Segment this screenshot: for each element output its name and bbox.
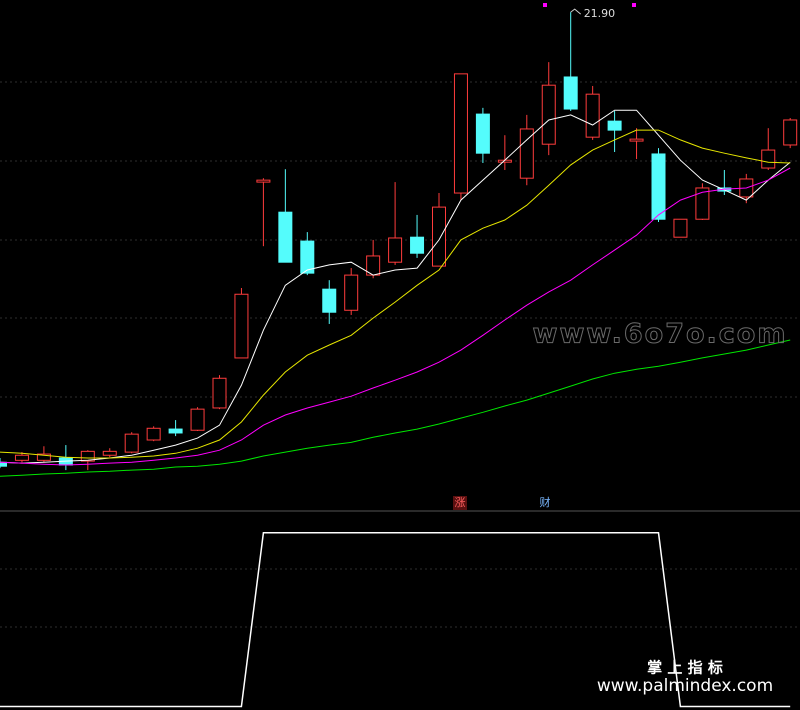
candle-body (102, 450, 117, 456)
candle-body (519, 128, 534, 179)
candle-body (278, 211, 293, 263)
tag-background (453, 496, 467, 510)
candle-body (300, 240, 315, 274)
candle-body (695, 187, 710, 220)
candle-body (80, 450, 95, 462)
moving-average-line (0, 129, 791, 459)
watermark: www.6o7o.com (533, 319, 788, 350)
high-price-label: 21.90 (584, 7, 616, 20)
candle-body (432, 206, 446, 267)
candle-body (256, 179, 271, 183)
annotation-leader (570, 8, 582, 15)
candle-body (453, 73, 468, 194)
tag-label: 涨 (455, 496, 466, 509)
moving-average-line (0, 339, 791, 477)
candle-body (629, 138, 644, 142)
candle-body (651, 153, 666, 220)
candle-body (146, 427, 161, 441)
watermark: www.palmindex.com (597, 676, 773, 696)
candle-body (783, 119, 798, 146)
candle-body (0, 461, 7, 467)
candle-body (585, 93, 600, 138)
candle-body (541, 84, 556, 145)
tag-label: 财 (540, 495, 551, 509)
candle-body (344, 274, 359, 311)
candle-body (168, 428, 183, 434)
moving-average-line (0, 167, 791, 466)
candle-body (36, 453, 51, 461)
candle-body (761, 149, 776, 169)
candle-body (388, 237, 403, 263)
candle-body (190, 408, 205, 431)
candle-body (234, 293, 249, 359)
candle-body (124, 433, 139, 453)
marker-dot (632, 3, 636, 7)
candle-body (607, 120, 622, 131)
watermark: 掌 上 指 标 (647, 659, 723, 677)
candle-body (322, 288, 337, 313)
moving-average-line (0, 109, 791, 464)
candle-body (563, 76, 578, 110)
candle-body (673, 218, 688, 238)
candle-body (212, 377, 227, 409)
candle-body (475, 113, 490, 154)
grid (0, 81, 800, 628)
marker-dot (543, 3, 547, 7)
candle-body (14, 454, 29, 461)
candle-body (410, 236, 425, 254)
indicator-line (0, 532, 791, 708)
